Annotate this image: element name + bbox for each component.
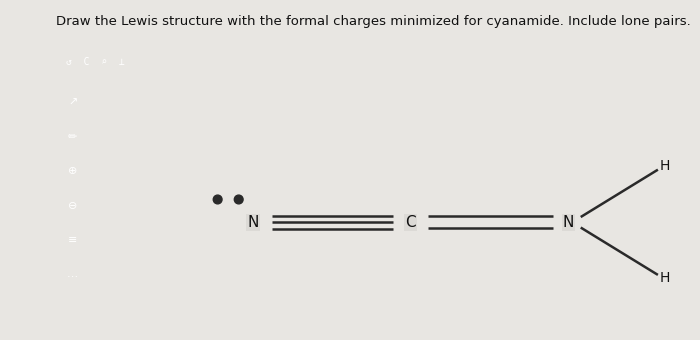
Circle shape: [234, 195, 243, 204]
Text: H: H: [659, 159, 670, 173]
Circle shape: [214, 195, 222, 204]
Text: N: N: [247, 215, 258, 230]
Text: C: C: [405, 215, 416, 230]
Text: …: …: [67, 269, 78, 279]
Text: Draw the Lewis structure with the formal charges minimized for cyanamide. Includ: Draw the Lewis structure with the formal…: [56, 15, 691, 28]
Text: N: N: [563, 215, 574, 230]
Text: ✏: ✏: [68, 132, 78, 142]
Text: ↗: ↗: [68, 98, 78, 108]
Text: ⊕: ⊕: [68, 166, 78, 176]
Text: ≡: ≡: [68, 235, 78, 245]
Text: H: H: [659, 271, 670, 285]
Text: ↺  C  ⌕  ⊥: ↺ C ⌕ ⊥: [66, 57, 125, 67]
Text: ⊖: ⊖: [68, 201, 78, 210]
